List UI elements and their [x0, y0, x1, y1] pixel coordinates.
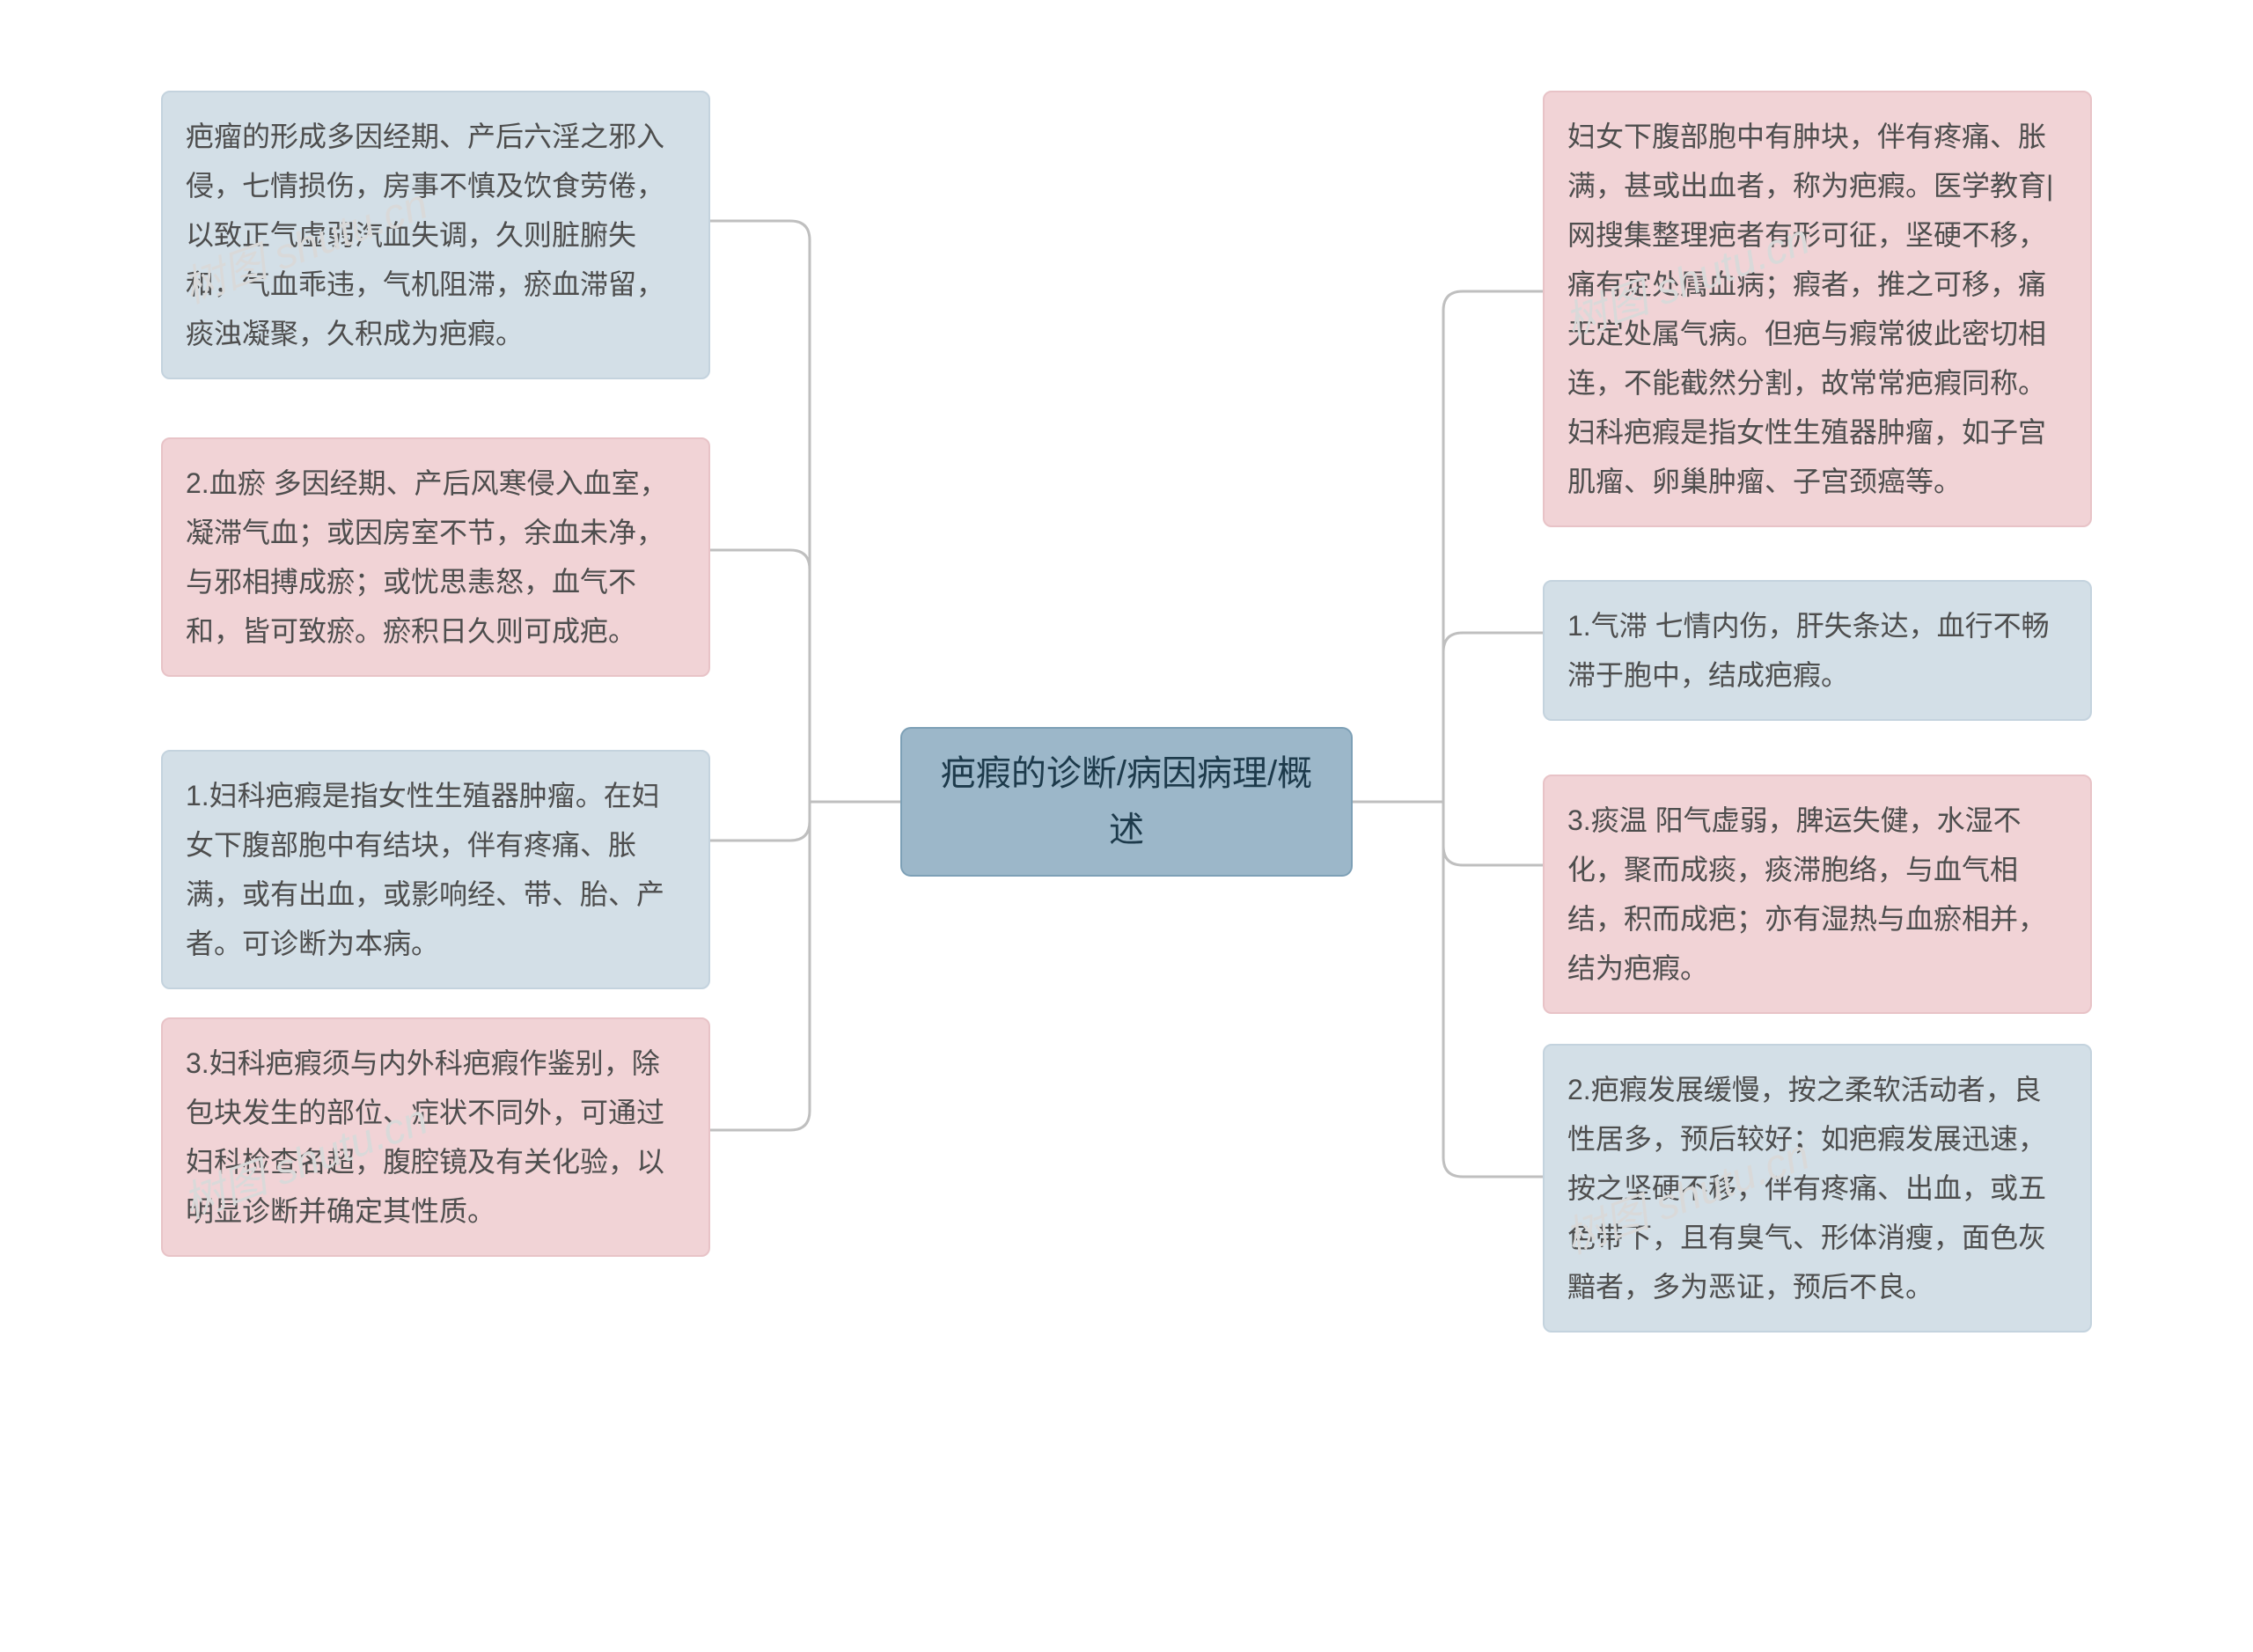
left-node-2-text: 1.妇科疤瘕是指女性生殖器肿瘤。在妇女下腹部胞中有结块，伴有疼痛、胀满，或有出血…: [186, 780, 664, 959]
left-node-1-text: 2.血瘀 多因经期、产后风寒侵入血室，凝滞气血；或因房室不节，余血未净，与邪相搏…: [186, 467, 668, 647]
left-node-3-text: 3.妇科疤瘕须与内外科疤瘕作鉴别，除包块发生的部位、症状不同外，可通过妇科检查名…: [186, 1047, 664, 1227]
right-node-1-text: 1.气滞 七情内伤，肝失条达，血行不畅滞于胞中，结成疤瘕。: [1567, 610, 2050, 691]
center-node-text: 疤瘕的诊断/病因病理/概述: [928, 745, 1325, 858]
right-node-1: 1.气滞 七情内伤，肝失条达，血行不畅滞于胞中，结成疤瘕。: [1543, 580, 2092, 721]
right-node-3-text: 2.疤瘕发展缓慢，按之柔软活动者，良性居多，预后较好；如疤瘕发展迅速，按之坚硬不…: [1567, 1074, 2046, 1303]
mindmap-canvas: 疤瘕的诊断/病因病理/概述 疤瘤的形成多因经期、产后六淫之邪入侵，七情损伤，房事不…: [0, 0, 2253, 1652]
right-node-2-text: 3.痰温 阳气虚弱，脾运失健，水湿不化，聚而成痰，痰滞胞络，与血气相结，积而成疤…: [1567, 804, 2046, 984]
left-node-0: 疤瘤的形成多因经期、产后六淫之邪入侵，七情损伤，房事不慎及饮食劳倦，以致正气虚弱…: [161, 91, 710, 379]
left-node-2: 1.妇科疤瘕是指女性生殖器肿瘤。在妇女下腹部胞中有结块，伴有疼痛、胀满，或有出血…: [161, 750, 710, 989]
left-node-0-text: 疤瘤的形成多因经期、产后六淫之邪入侵，七情损伤，房事不慎及饮食劳倦，以致正气虚弱…: [186, 121, 664, 349]
right-node-2: 3.痰温 阳气虚弱，脾运失健，水湿不化，聚而成痰，痰滞胞络，与血气相结，积而成疤…: [1543, 775, 2092, 1014]
right-node-0: 妇女下腹部胞中有肿块，伴有疼痛、胀满，甚或出血者，称为疤瘕。医学教育|网搜集整理…: [1543, 91, 2092, 527]
left-node-1: 2.血瘀 多因经期、产后风寒侵入血室，凝滞气血；或因房室不节，余血未净，与邪相搏…: [161, 437, 710, 677]
left-node-3: 3.妇科疤瘕须与内外科疤瘕作鉴别，除包块发生的部位、症状不同外，可通过妇科检查名…: [161, 1017, 710, 1257]
right-node-3: 2.疤瘕发展缓慢，按之柔软活动者，良性居多，预后较好；如疤瘕发展迅速，按之坚硬不…: [1543, 1044, 2092, 1333]
center-node: 疤瘕的诊断/病因病理/概述: [900, 727, 1353, 877]
right-node-0-text: 妇女下腹部胞中有肿块，伴有疼痛、胀满，甚或出血者，称为疤瘕。医学教育|网搜集整理…: [1567, 121, 2053, 497]
